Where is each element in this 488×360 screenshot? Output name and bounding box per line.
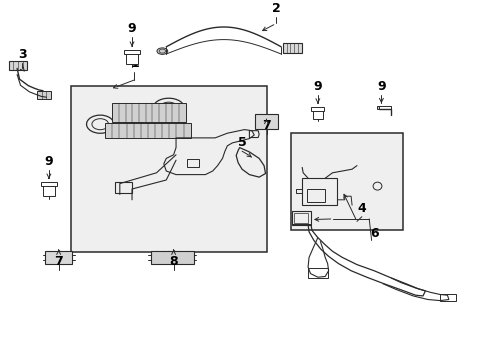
Bar — [9, 61, 27, 70]
Bar — [294, 213, 307, 223]
Bar — [254, 114, 278, 129]
Bar — [124, 50, 140, 54]
Text: 9: 9 — [313, 80, 322, 93]
Bar — [302, 178, 337, 205]
Text: 1: 1 — [130, 57, 139, 70]
Text: 5: 5 — [237, 136, 246, 149]
Text: 9: 9 — [44, 155, 53, 168]
Bar — [290, 133, 403, 230]
Bar — [112, 103, 185, 122]
Bar — [439, 294, 455, 301]
Text: 4: 4 — [357, 202, 366, 215]
Text: 8: 8 — [169, 255, 178, 268]
Ellipse shape — [157, 48, 167, 54]
Bar — [282, 43, 302, 53]
Text: 6: 6 — [369, 228, 378, 240]
Bar — [43, 186, 55, 196]
Bar — [186, 159, 199, 167]
Bar — [126, 54, 138, 64]
Bar — [311, 107, 324, 111]
Text: 2: 2 — [271, 2, 280, 15]
Bar — [71, 86, 266, 252]
Text: 9: 9 — [127, 22, 136, 35]
Text: 9: 9 — [376, 80, 385, 93]
Bar — [41, 182, 57, 186]
Bar — [292, 211, 310, 225]
Text: 7: 7 — [262, 119, 270, 132]
Bar — [105, 123, 190, 138]
Bar — [307, 268, 327, 278]
Bar — [306, 189, 325, 202]
Text: 3: 3 — [18, 48, 26, 61]
Bar — [312, 110, 322, 119]
Bar — [45, 251, 72, 264]
Text: 7: 7 — [54, 255, 63, 268]
Bar — [150, 251, 193, 264]
Bar — [37, 91, 51, 99]
Bar — [376, 106, 378, 109]
